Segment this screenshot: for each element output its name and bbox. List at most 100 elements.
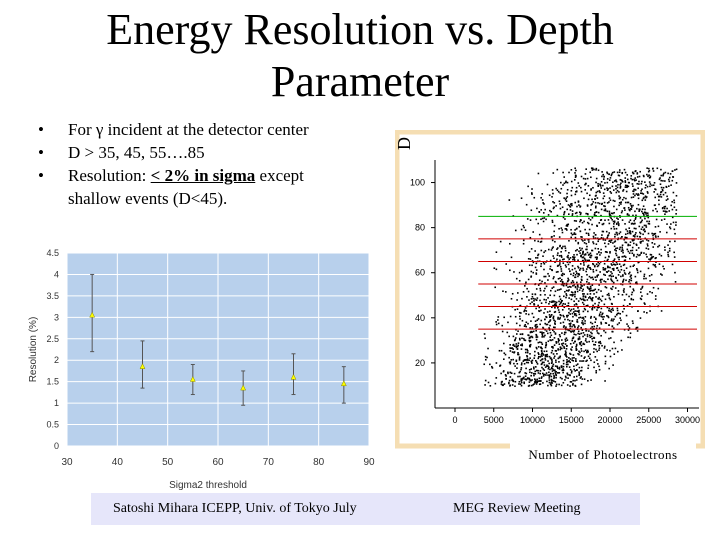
scatter-point <box>575 375 578 378</box>
scatter-point <box>629 257 631 260</box>
scatter-point <box>653 204 656 207</box>
scatter-point <box>642 229 645 231</box>
scatter-point <box>632 235 635 237</box>
scatter-point <box>500 383 503 385</box>
scatter-point <box>555 304 558 307</box>
scatter-point <box>653 182 656 184</box>
scatter-point <box>596 274 598 277</box>
scatter-point <box>531 260 534 262</box>
scatter-point <box>564 198 567 201</box>
scatter-point <box>518 380 521 383</box>
y-tick-label: 80 <box>415 223 425 233</box>
scatter-point <box>669 173 672 175</box>
scatter-point <box>534 379 537 382</box>
scatter-point <box>565 355 567 357</box>
scatter-point <box>582 295 585 297</box>
scatter-point <box>551 339 554 341</box>
scatter-point <box>581 317 584 319</box>
scatter-point <box>533 383 535 385</box>
scatter-point <box>588 267 591 269</box>
scatter-point <box>607 316 610 319</box>
scatter-point <box>601 175 603 178</box>
scatter-point <box>615 249 618 252</box>
scatter-point <box>598 262 601 265</box>
scatter-point <box>560 365 563 367</box>
scatter-point <box>608 294 610 297</box>
scatter-point <box>549 268 551 270</box>
scatter-point <box>542 382 544 384</box>
scatter-point <box>586 349 589 352</box>
scatter-point <box>640 190 642 192</box>
scatter-point <box>556 372 559 374</box>
scatter-point <box>612 281 615 284</box>
scatter-point <box>603 262 606 265</box>
scatter-point <box>612 189 615 191</box>
scatter-point <box>562 171 564 174</box>
scatter-point <box>594 302 596 305</box>
scatter-point <box>575 303 578 306</box>
scatter-point <box>634 275 637 278</box>
scatter-point <box>531 295 534 298</box>
scatter-point <box>520 312 522 314</box>
scatter-point <box>665 185 668 188</box>
scatter-point <box>602 268 605 271</box>
scatter-point <box>601 313 603 316</box>
scatter-point <box>567 304 570 307</box>
scatter-point <box>598 306 600 309</box>
scatter-point <box>514 315 517 318</box>
scatter-point <box>601 278 603 281</box>
scatter-point <box>567 279 570 281</box>
scatter-point <box>582 332 585 334</box>
scatter-point <box>538 279 541 282</box>
scatter-point <box>568 311 570 314</box>
scatter-point <box>660 191 663 193</box>
scatter-point <box>519 318 521 320</box>
scatter-point <box>616 186 619 189</box>
scatter-point <box>609 177 612 179</box>
scatter-point <box>592 201 595 203</box>
scatter-point <box>610 279 613 282</box>
scatter-point <box>550 380 553 382</box>
scatter-point <box>565 200 568 202</box>
scatter-point <box>623 238 626 241</box>
scatter-point <box>613 211 615 214</box>
scatter-point <box>574 370 577 372</box>
scatter-point <box>612 199 615 202</box>
scatter-point <box>579 213 582 216</box>
scatter-point <box>565 356 568 358</box>
scatter-point <box>546 364 548 367</box>
scatter-point <box>551 366 553 369</box>
scatter-point <box>627 185 630 188</box>
scatter-point <box>559 348 561 351</box>
scatter-point <box>508 379 511 382</box>
scatter-point <box>613 259 615 262</box>
scatter-point <box>594 321 597 324</box>
scatter-point <box>663 267 665 270</box>
scatter-point <box>604 245 607 248</box>
scatter-point <box>548 374 551 376</box>
scatter-point <box>498 349 501 352</box>
scatter-point <box>621 293 624 296</box>
scatter-point <box>636 235 639 238</box>
scatter-point <box>591 198 593 201</box>
scatter-point <box>603 280 605 282</box>
scatter-point <box>563 346 565 348</box>
scatter-point <box>557 367 559 370</box>
scatter-point <box>614 249 616 251</box>
scatter-point <box>550 289 552 292</box>
scatter-point <box>556 214 559 217</box>
scatter-point <box>541 336 544 338</box>
scatter-point <box>534 298 536 300</box>
scatter-point <box>634 233 637 236</box>
scatter-point <box>628 221 631 223</box>
scatter-point <box>622 280 625 282</box>
scatter-point <box>583 350 585 353</box>
scatter-point <box>513 362 515 365</box>
scatter-point <box>624 186 627 188</box>
scatter-point <box>589 321 592 324</box>
scatter-point <box>631 320 634 322</box>
scatter-point <box>589 293 592 295</box>
scatter-point <box>579 377 582 379</box>
scatter-point <box>672 176 674 178</box>
scatter-point <box>565 293 568 295</box>
